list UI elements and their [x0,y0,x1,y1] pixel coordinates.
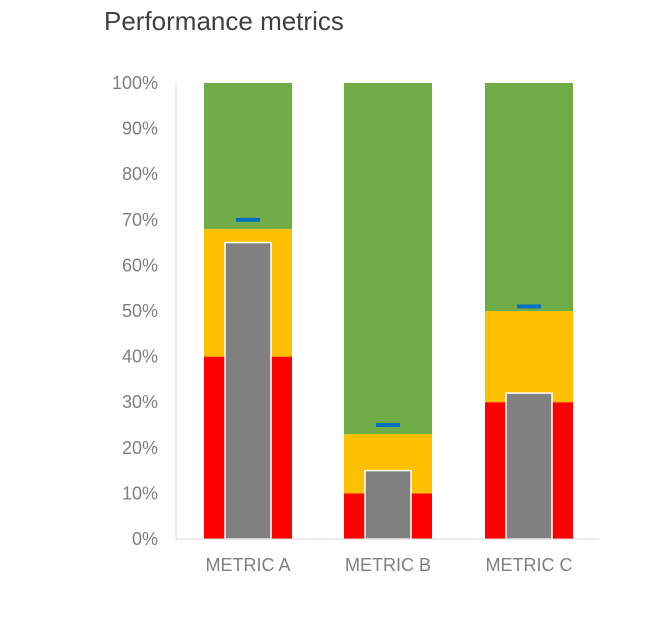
y-tick-label: 10% [122,483,158,503]
category-label: METRIC A [205,555,290,575]
band-segment-3 [204,83,292,229]
y-tick-label: 60% [122,255,158,275]
y-tick-label: 0% [132,529,158,549]
actual-bar [364,469,412,540]
y-tick-label: 30% [122,392,158,412]
y-axis: 0% 10% 20% 30% 40% 50% 60% 70% 80% 90% 100% [112,73,177,549]
y-tick-label: 100% [112,73,158,93]
x-axis: METRIC A METRIC B METRIC C [176,538,599,575]
y-tick-label: 80% [122,164,158,184]
y-tick-label: 90% [122,119,158,139]
target-layer [236,217,541,427]
band-segment-3 [344,83,432,435]
band-segment-2 [485,311,573,403]
chart-title: Performance metrics [104,6,344,36]
actual-bar [224,241,272,540]
target-marker [517,304,541,309]
actual-layer [224,241,553,540]
y-tick-label: 20% [122,438,158,458]
target-marker [376,423,400,427]
y-tick-label: 70% [122,210,158,230]
actual-bar [505,392,553,540]
target-marker [236,217,260,222]
category-label: METRIC C [486,555,573,575]
category-label: METRIC B [345,555,431,575]
y-tick-label: 40% [122,347,158,367]
band-segment-3 [485,83,573,311]
y-tick-label: 50% [122,301,158,321]
